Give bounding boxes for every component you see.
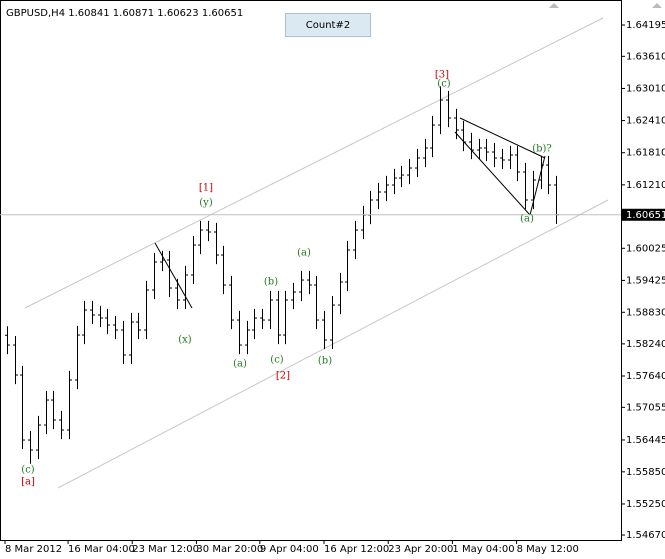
- wave-label: (c): [270, 355, 284, 366]
- button-label[interactable]: Count#2: [306, 20, 350, 31]
- wave-label: (y): [199, 198, 213, 209]
- triangle-upper: [459, 117, 546, 159]
- wave-label: (x): [178, 335, 192, 346]
- y-tick-label: 1.58240: [626, 339, 665, 350]
- triangle-lower: [454, 131, 531, 216]
- icon: [652, 3, 662, 8]
- wave-label: [1]: [199, 183, 213, 194]
- wave-label: (b)?: [532, 144, 552, 155]
- x-tick-label: 8 May 12:00: [517, 544, 579, 555]
- y-tick-label: 1.61810: [626, 148, 665, 159]
- plot-frame: [0, 0, 622, 541]
- y-tick-label: 1.64195: [626, 20, 665, 31]
- y-tick-label: 1.57055: [626, 402, 665, 413]
- x-tick-label: 16 Mar 04:00: [68, 544, 135, 555]
- last-price-box: [622, 208, 665, 221]
- wave-label: (a): [297, 248, 311, 259]
- wave-label: [3]: [435, 70, 449, 81]
- wave-label: (b): [264, 277, 278, 288]
- chart-title: GBPUSD,H4 1.60841 1.60871 1.60623 1.6065…: [6, 8, 243, 19]
- wave-label: [a]: [21, 477, 35, 488]
- y-tick-label: 1.54670: [626, 530, 665, 541]
- y-tick-label: 1.63010: [626, 83, 665, 94]
- x-tick-label: 23 Mar 12:00: [132, 544, 199, 555]
- x-tick-label: 23 Apr 20:00: [388, 544, 453, 555]
- icon: [549, 3, 559, 8]
- wave-label: (b): [318, 356, 332, 367]
- wave-label: [2]: [276, 371, 290, 382]
- y-tick-label: 1.58830: [626, 307, 665, 318]
- y-tick-label: 1.55250: [626, 499, 665, 510]
- wave-label: (a): [520, 214, 534, 225]
- x-tick-label: 8 Mar 2012: [5, 544, 62, 555]
- y-tick-label: 1.59425: [626, 275, 665, 286]
- y-tick-label: 1.60025: [626, 243, 665, 254]
- y-tick-label: 1.57640: [626, 371, 665, 382]
- last-price-label: 1.60651: [626, 210, 665, 221]
- triangle-edge: [529, 155, 546, 216]
- x-tick-label: 9 Apr 04:00: [260, 544, 319, 555]
- x-tick-label: 16 Apr 12:00: [324, 544, 389, 555]
- wave-label: (c): [437, 79, 451, 90]
- wave-label: (a): [233, 359, 247, 370]
- y-tick-label: 1.62410: [626, 116, 665, 127]
- y-tick-label: 1.63610: [626, 51, 665, 62]
- channel-upper: [24, 17, 604, 309]
- y-tick-label: 1.61210: [626, 180, 665, 191]
- x-tick-label: 1 May 04:00: [452, 544, 514, 555]
- wave-label: (c): [21, 465, 35, 476]
- x-tick-label: 30 Mar 20:00: [196, 544, 263, 555]
- y-tick-label: 1.56445: [626, 435, 665, 446]
- button[interactable]: [285, 13, 371, 37]
- y-tick-label: 1.55850: [626, 467, 665, 478]
